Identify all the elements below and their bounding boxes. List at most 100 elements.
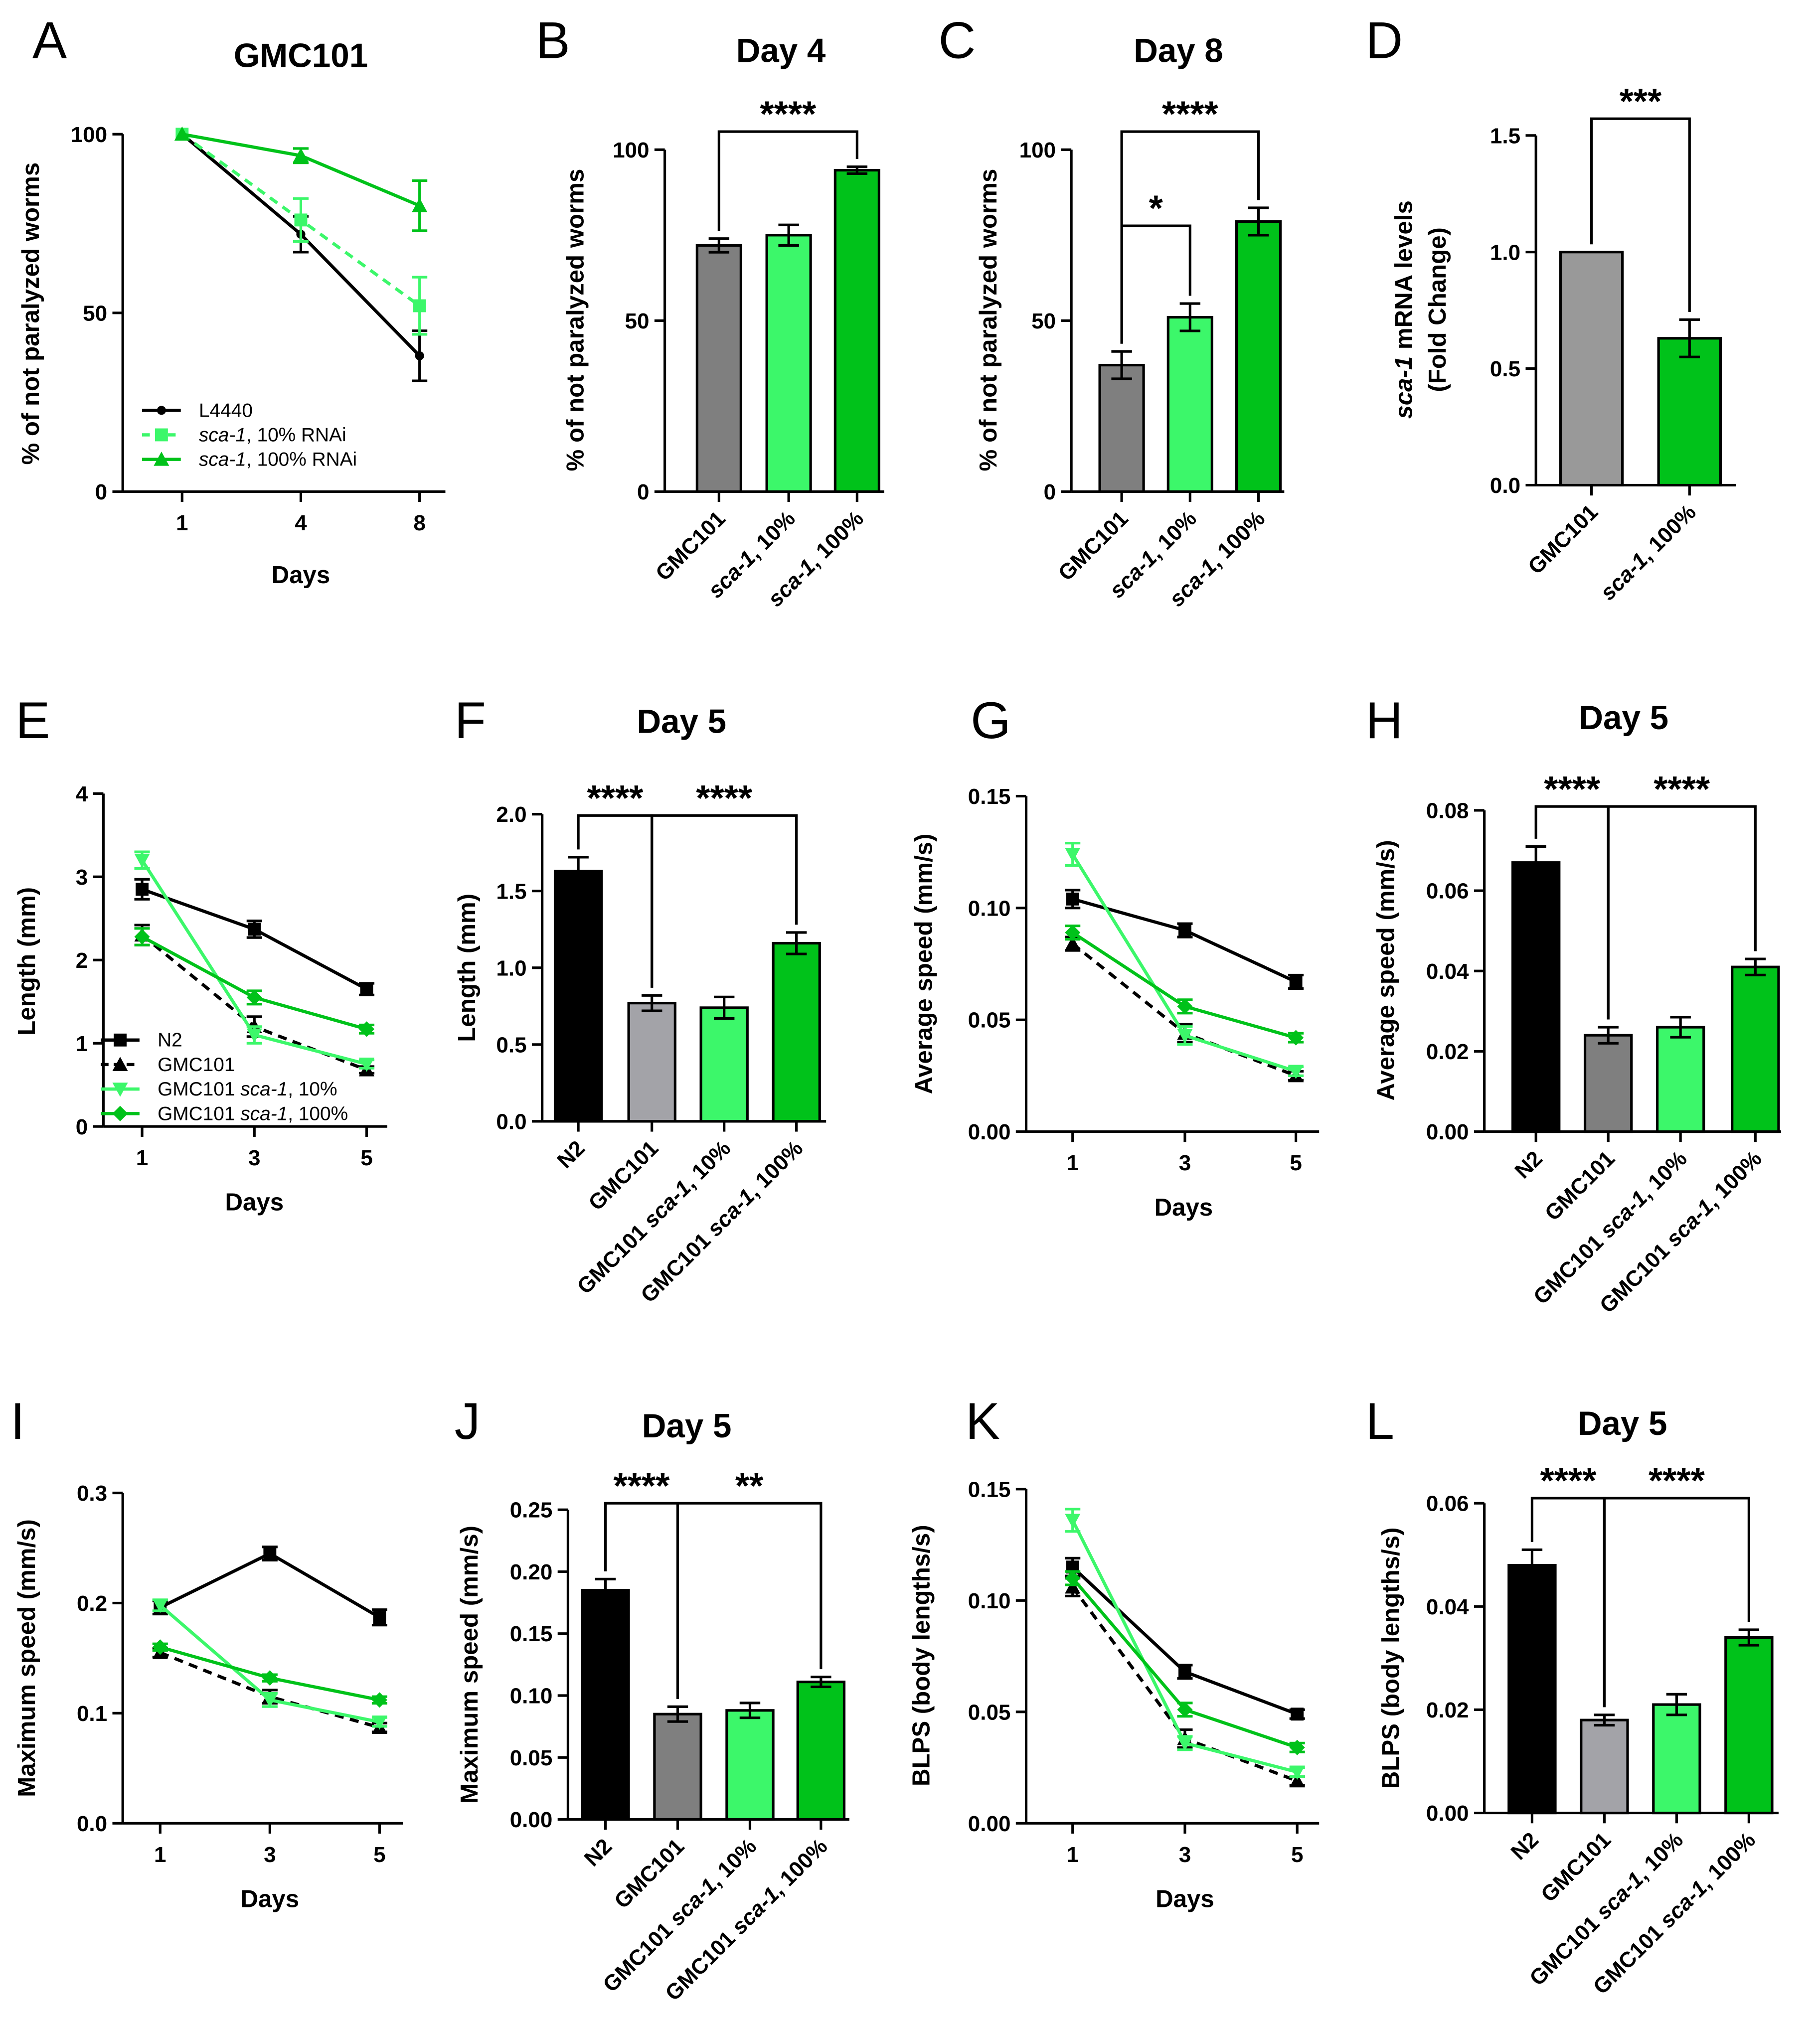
panel-letter: D	[1365, 11, 1403, 69]
chart-title: GMC101	[234, 37, 368, 75]
bar-1	[1580, 1718, 1629, 1815]
marker-invtriangle	[1177, 1029, 1193, 1044]
y-tick-label: 0.00	[968, 1120, 1011, 1144]
bar-1	[653, 1712, 702, 1821]
y-tick-label: 0.06	[1426, 1492, 1469, 1516]
series-line	[181, 133, 420, 207]
marker-triangle	[1289, 1773, 1305, 1788]
marker-invtriangle	[262, 1693, 278, 1708]
error-bar	[1670, 1016, 1691, 1039]
y-tick-label: 0.05	[968, 1008, 1011, 1033]
marker-diamond	[1288, 1030, 1304, 1046]
marker-triangle	[412, 198, 428, 212]
marker-triangle	[112, 1057, 128, 1071]
bar-1	[1657, 337, 1722, 487]
legend-label: GMC101	[158, 1054, 235, 1076]
error-bar	[708, 237, 730, 254]
bar-1	[1166, 315, 1213, 493]
marker-diamond	[112, 1105, 128, 1121]
y-tick-label: 0.1	[77, 1702, 107, 1726]
bar-2	[833, 168, 880, 493]
series-0	[1065, 889, 1304, 990]
legend-label: N2	[158, 1030, 182, 1051]
y-axis-label: Average speed (mm/s)	[1372, 840, 1399, 1100]
series-3	[1065, 1570, 1305, 1755]
y-tick-label: 3	[76, 865, 88, 890]
marker-diamond	[1289, 1739, 1305, 1755]
marker-triangle	[1065, 1579, 1081, 1594]
panel-letter: J	[455, 1392, 481, 1450]
y-tick-label: 0.10	[510, 1684, 553, 1709]
marker-triangle	[1065, 936, 1081, 950]
marker-square	[136, 883, 149, 896]
x-tick-label: sca-1, 100%	[1596, 500, 1701, 605]
y-tick-label: 1.5	[1490, 124, 1520, 148]
bar-0	[1559, 251, 1624, 487]
y-tick-label: 50	[83, 301, 107, 325]
y-tick-label: 0.2	[77, 1591, 107, 1616]
series-line	[1071, 1577, 1298, 1749]
y-axis-label: BLPS (body lengths/s)	[1377, 1528, 1405, 1789]
y-axis-label: Average speed (mm/s)	[910, 833, 938, 1094]
y-tick-label: 0.00	[1426, 1120, 1469, 1144]
y-tick-label: 0.25	[510, 1498, 553, 1523]
series-2	[152, 1598, 387, 1730]
y-tick-label: 100	[1019, 138, 1056, 162]
error-bar	[1745, 957, 1766, 976]
series-line	[160, 1651, 380, 1729]
series-3	[134, 927, 375, 1037]
marker-diamond	[134, 929, 150, 945]
y-tick-label: 0	[1044, 480, 1056, 504]
series-line	[141, 888, 368, 991]
error-bar	[1179, 302, 1201, 332]
bar-2	[725, 1709, 775, 1821]
x-axis-label: Days	[1155, 1194, 1213, 1221]
panel-j: J Day 5 Maximum speed (mm/s) 0.00 0.05 0.10 0.…	[455, 1392, 849, 2006]
chart-title: Day 5	[637, 703, 726, 741]
bar-0	[1507, 1563, 1557, 1815]
error-bar	[1525, 845, 1546, 880]
marker-diamond	[1065, 925, 1081, 940]
error-bar	[641, 994, 662, 1012]
error-bar	[1248, 206, 1269, 237]
bar-0	[581, 1589, 630, 1821]
y-axis-label: Maximum speed (mm/s)	[456, 1526, 483, 1804]
x-tick-label: 3	[1179, 1843, 1191, 1867]
y-tick-label: 0	[95, 480, 107, 504]
panel-letter: I	[10, 1392, 25, 1450]
bar-1	[765, 234, 812, 493]
marker-invtriangle	[1065, 1514, 1081, 1528]
x-axis-label: Days	[1156, 1885, 1214, 1913]
x-tick-label: 1	[1066, 1843, 1078, 1867]
marker-square	[413, 299, 426, 312]
y-axis-label-2: (Fold Change)	[1424, 227, 1451, 392]
y-tick-label: 0.08	[1426, 798, 1469, 823]
series-1	[152, 1645, 387, 1734]
x-axis-label: Days	[225, 1189, 284, 1216]
panel-letter: G	[971, 691, 1011, 749]
y-axis-label: sca-1 mRNA levels	[1390, 200, 1418, 419]
marker-square	[373, 1611, 386, 1624]
y-tick-label: 0.10	[968, 1589, 1011, 1613]
marker-diamond	[358, 1021, 375, 1037]
panel-h: H Day 5 Average speed (mm/s) 0.00 0.02 0.04 0.…	[1365, 691, 1782, 1318]
error-bar	[1598, 1026, 1619, 1045]
significance-label: ****	[1162, 94, 1219, 135]
y-tick-label: 0.15	[968, 784, 1011, 809]
marker-invtriangle	[134, 853, 150, 868]
y-tick-label: 0.02	[1426, 1040, 1469, 1064]
error-bar	[1521, 1548, 1543, 1582]
y-tick-label: 0.00	[1426, 1801, 1469, 1826]
error-bar	[786, 931, 807, 955]
x-tick-label: 1	[136, 1146, 148, 1170]
bar-0	[1098, 363, 1145, 493]
bar-3	[1731, 965, 1780, 1133]
y-tick-label: 0.0	[496, 1109, 526, 1134]
y-axis-label: % of not paralyzed worms	[975, 169, 1002, 471]
marker-diamond	[371, 1692, 387, 1708]
y-tick-label: 0	[637, 480, 649, 504]
y-tick-label: 0.05	[510, 1746, 553, 1770]
y-tick-label: 100	[71, 123, 107, 147]
panel-letter: B	[536, 11, 570, 69]
